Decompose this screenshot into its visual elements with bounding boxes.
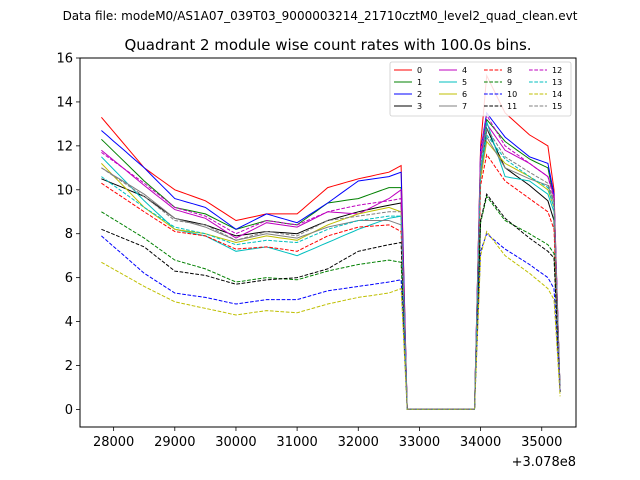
series-line-4 [101, 122, 561, 410]
y-tick-label: 14 [56, 95, 73, 110]
x-tick-label: 35000 [521, 435, 562, 450]
legend-label-10: 10 [507, 90, 517, 99]
legend-label-1: 1 [417, 78, 422, 87]
legend-label-9: 9 [507, 78, 512, 87]
x-tick-label: 34000 [460, 435, 501, 450]
plot-lines [101, 73, 561, 410]
y-tick-label: 4 [65, 315, 73, 330]
series-line-11 [101, 193, 561, 410]
y-tick-label: 16 [56, 52, 73, 67]
y-tick-label: 2 [65, 359, 73, 374]
legend-label-12: 12 [552, 66, 562, 75]
y-tick-label: 10 [56, 183, 73, 198]
legend-label-11: 11 [507, 102, 517, 111]
series-line-10 [101, 232, 561, 410]
y-tick-label: 0 [65, 403, 73, 418]
plot-frame [79, 57, 577, 428]
series-line-13 [101, 133, 561, 410]
series-line-14 [101, 230, 561, 410]
legend-label-13: 13 [552, 78, 562, 87]
legend-label-3: 3 [417, 102, 422, 111]
axis-ticks: 28000 29000 30000 31000 32000 33000 34000 35000… [56, 52, 562, 451]
x-tick-label: 30000 [215, 435, 256, 450]
legend-label-14: 14 [552, 90, 562, 99]
chart-title: Quadrant 2 module wise count rates with … [124, 36, 531, 54]
x-tick-label: 31000 [276, 435, 317, 450]
y-tick-label: 8 [65, 227, 73, 242]
legend-label-4: 4 [462, 66, 467, 75]
y-tick-label: 12 [56, 139, 73, 154]
series-line-8 [101, 153, 561, 410]
legend-label-15: 15 [552, 102, 562, 111]
x-tick-label: 28000 [93, 435, 134, 450]
legend-label-8: 8 [507, 66, 512, 75]
legend-label-0: 0 [417, 66, 422, 75]
legend-box [389, 61, 572, 117]
x-offset-label: +3.078e8 [512, 455, 576, 470]
series-line-15 [101, 126, 561, 410]
legend-label-2: 2 [417, 90, 422, 99]
series-line-9 [101, 195, 561, 410]
series-line-12 [101, 113, 561, 410]
series-line-7 [101, 135, 561, 410]
y-tick-label: 6 [65, 271, 73, 286]
legend-label-6: 6 [462, 90, 467, 99]
x-tick-label: 33000 [399, 435, 440, 450]
figure-suptitle: Data file: modeM0/AS1A07_039T03_90000032… [63, 9, 578, 23]
legend-label-7: 7 [462, 102, 467, 111]
x-tick-label: 32000 [338, 435, 379, 450]
legend-label-5: 5 [462, 78, 467, 87]
series-line-6 [101, 140, 561, 410]
x-tick-label: 29000 [154, 435, 195, 450]
